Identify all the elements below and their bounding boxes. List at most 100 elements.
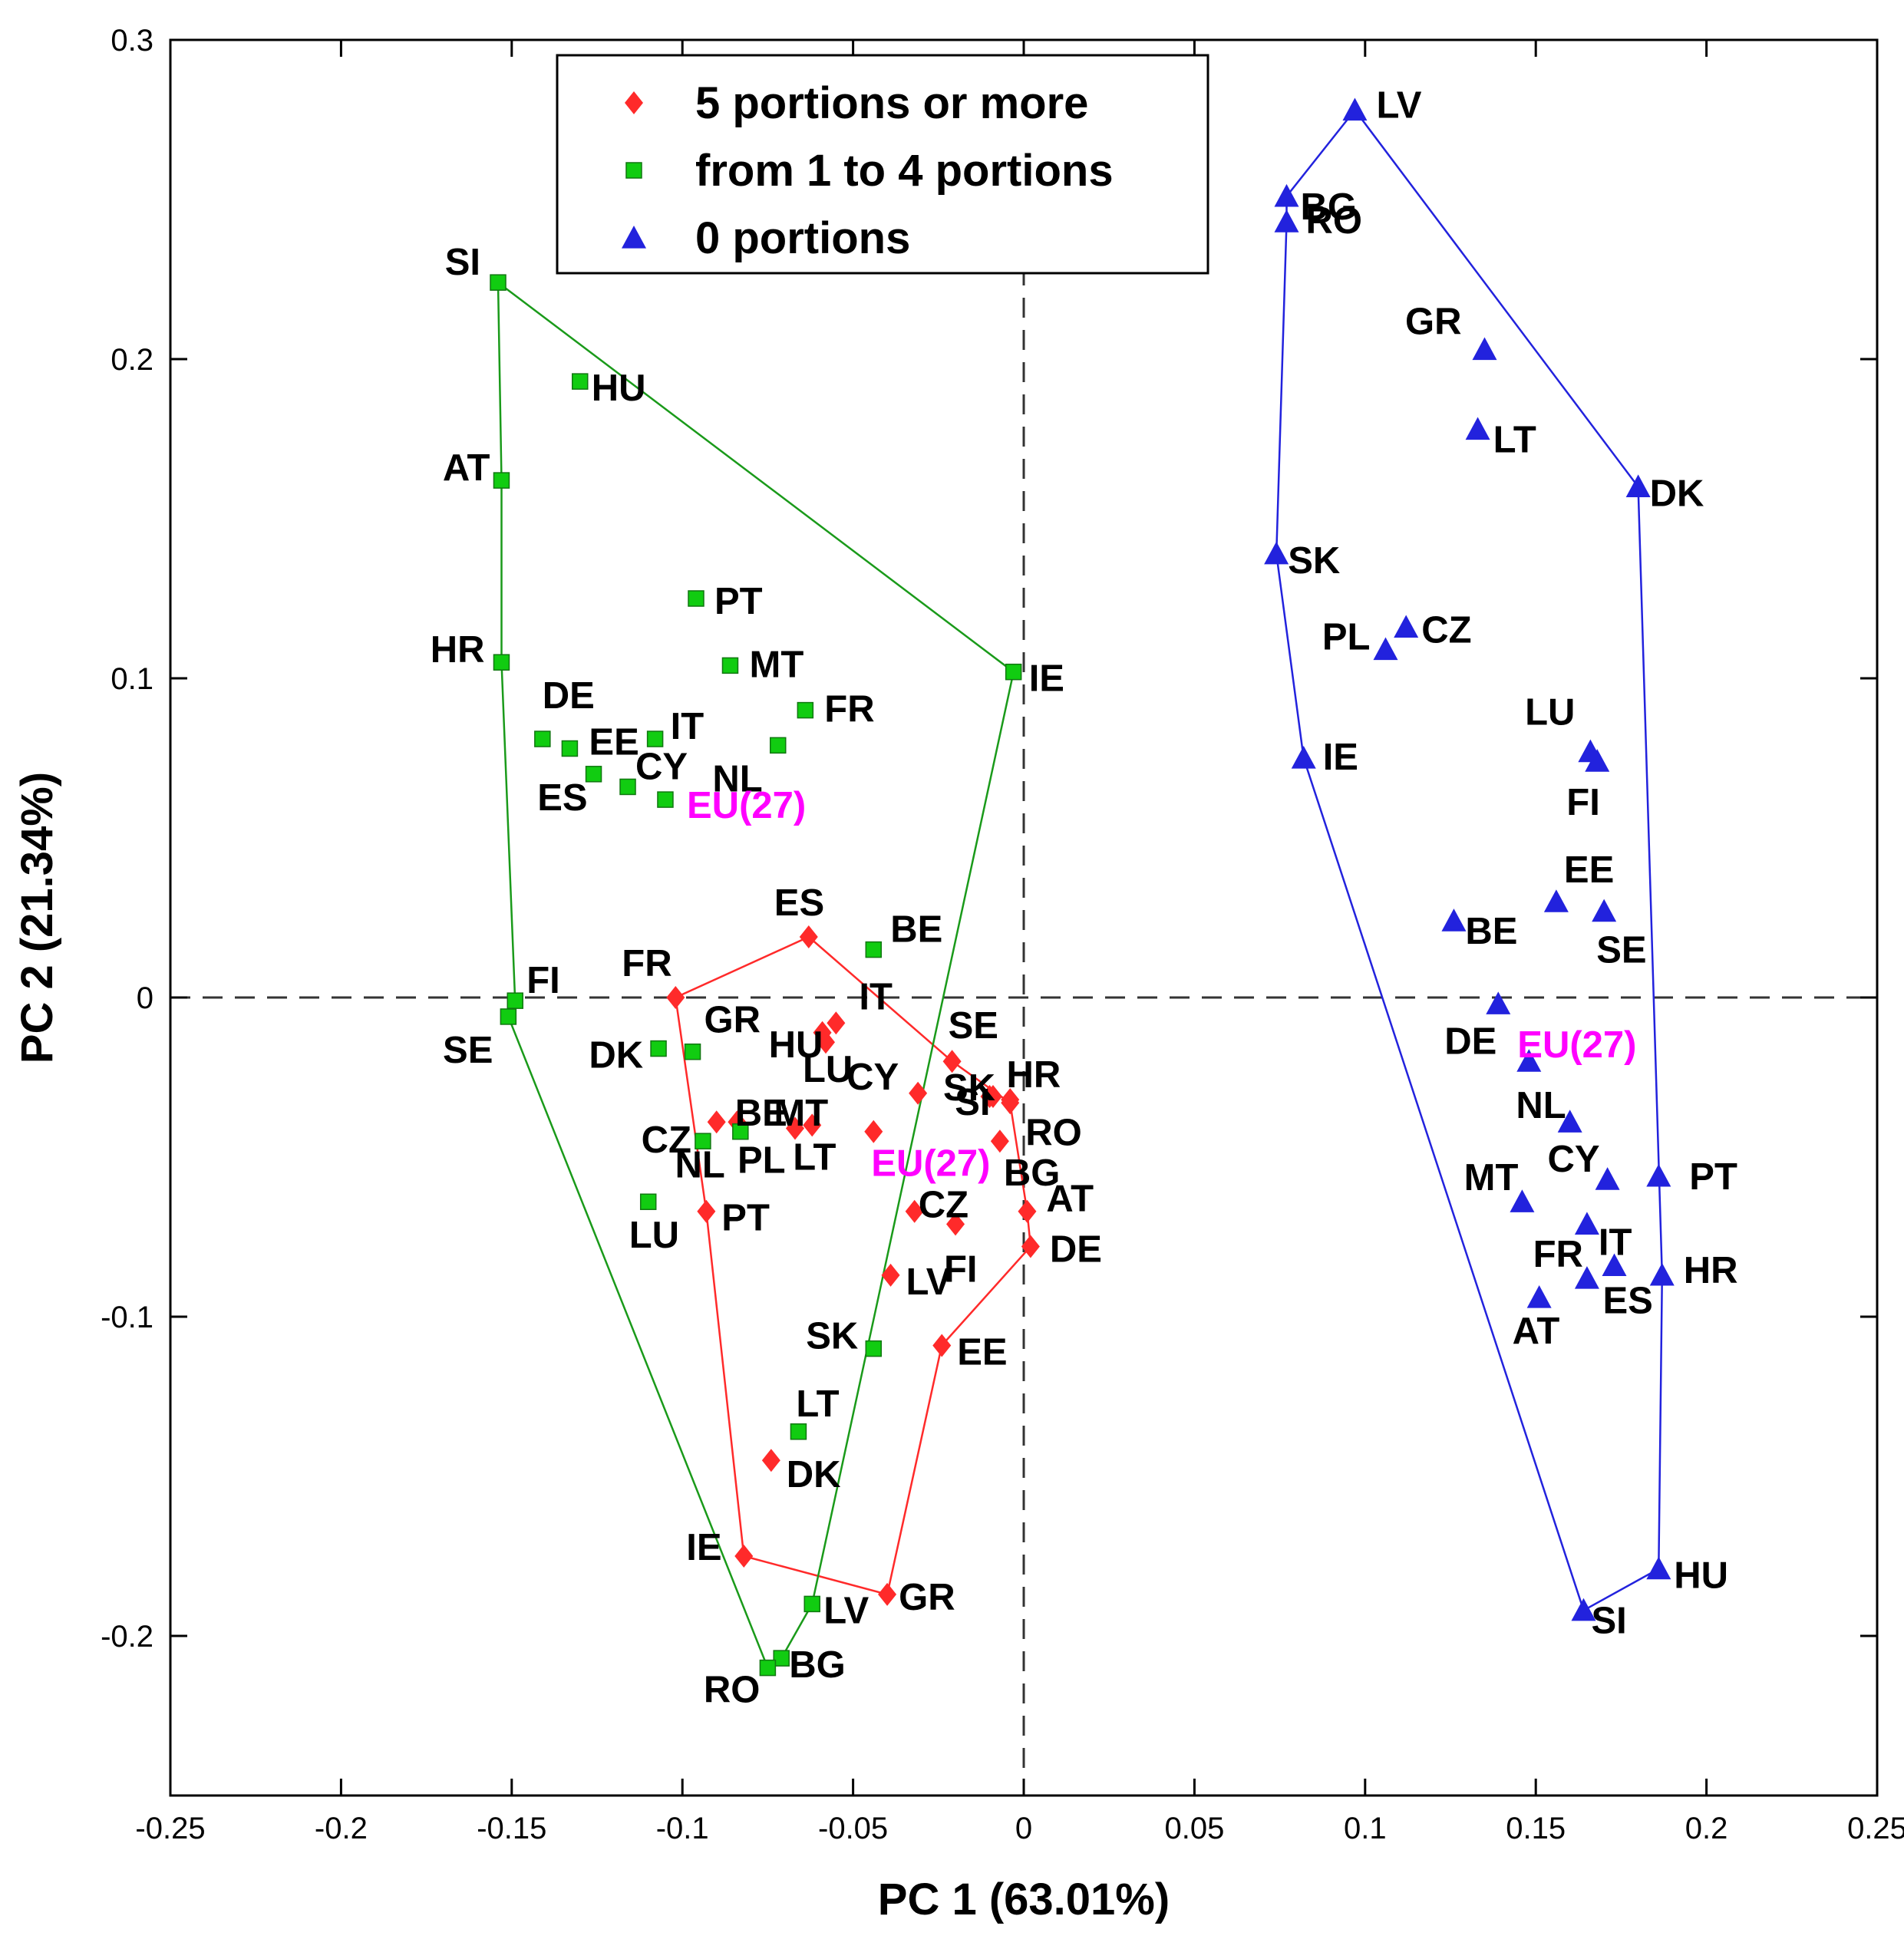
reference-lines	[170, 40, 1877, 1796]
point-from-1-to-4-portions-hu	[572, 373, 589, 390]
point-5-portions-or-more-be	[707, 1110, 726, 1134]
point-from-1-to-4-portions-hr	[493, 654, 510, 671]
point-0-portions-de	[1486, 991, 1511, 1014]
point-0-portions-gr	[1472, 337, 1497, 361]
point-0-portions-pl	[1373, 637, 1398, 661]
hull-0-portions	[1275, 108, 1664, 1612]
point-5-portions-or-more-pt	[697, 1199, 716, 1223]
point-from-1-to-4-portions-lt	[790, 1423, 807, 1440]
label-from-1-to-4-portions-sk: SK	[806, 1316, 858, 1357]
label-0-portions-pl: PL	[1322, 617, 1371, 658]
label-from-1-to-4-portions-gr: GR	[705, 1000, 761, 1041]
label-0-portions-at: AT	[1513, 1311, 1560, 1352]
label-5-portions-or-more-pl: PL	[738, 1140, 786, 1182]
point-from-1-to-4-portions-pt	[688, 590, 705, 607]
x-tick-label: -0.25	[135, 1812, 205, 1845]
y-axis-title: PC 2 (21.34%)	[12, 772, 62, 1063]
label-0-portions-gr: GR	[1405, 302, 1462, 343]
point-from-1-to-4-portions-lv	[804, 1595, 820, 1613]
x-tick-label: 0.1	[1344, 1812, 1387, 1845]
point-0-portions-fi	[1585, 749, 1610, 772]
label-0-portions-it: IT	[1599, 1222, 1632, 1263]
point-5-portions-or-more-cz	[905, 1199, 924, 1223]
label-0-portions-lu: LU	[1525, 692, 1575, 734]
point-from-1-to-4-portions-it	[646, 730, 664, 747]
point-5-portions-or-more-lu	[817, 1031, 836, 1054]
x-tick-label: -0.1	[656, 1812, 709, 1845]
x-tick-label: 0.05	[1164, 1812, 1224, 1845]
label-5-portions-or-more-lu: LU	[803, 1049, 853, 1090]
label-from-1-to-4-portions-mt: MT	[750, 644, 804, 685]
point-0-portions-bg	[1274, 183, 1299, 207]
point-0-portions-sk	[1264, 541, 1289, 565]
label-5-portions-or-more-cy: CY	[846, 1057, 899, 1098]
label-from-1-to-4-portions-cz: CZ	[642, 1120, 691, 1161]
point-from-1-to-4-portions-sk	[865, 1340, 883, 1357]
label-0-portions-bg: BG	[1301, 186, 1358, 228]
label-from-1-to-4-portions-si: SI	[445, 242, 480, 283]
label-5-portions-or-more-fi: FI	[944, 1248, 978, 1290]
label-5-portions-or-more-gr: GR	[899, 1577, 955, 1618]
label-from-1-to-4-portions-lu: LU	[629, 1215, 679, 1256]
label-5-portions-or-more-eu-27: EU(27)	[871, 1143, 990, 1185]
point-0-portions-ie	[1291, 746, 1316, 769]
point-5-portions-or-more-pl	[785, 1116, 804, 1140]
label-from-1-to-4-portions-ie: IE	[1029, 658, 1064, 700]
point-0-portions-hr	[1649, 1262, 1675, 1286]
label-from-1-to-4-portions-ee: EE	[589, 722, 639, 763]
label-0-portions-cy: CY	[1548, 1139, 1600, 1180]
point-from-1-to-4-portions-eu-27	[657, 791, 674, 808]
point-0-portions-hu	[1646, 1556, 1671, 1580]
point-from-1-to-4-portions-lu	[639, 1193, 657, 1210]
point-0-portions-fr	[1574, 1266, 1599, 1289]
point-5-portions-or-more-lv	[881, 1263, 900, 1287]
point-5-portions-or-more-sk	[983, 1084, 1002, 1108]
label-from-1-to-4-portions-dk: DK	[589, 1035, 643, 1077]
label-from-1-to-4-portions-hu: HU	[592, 368, 646, 409]
x-tick-label: 0.25	[1847, 1812, 1904, 1845]
label-from-1-to-4-portions-se: SE	[443, 1030, 493, 1071]
point-0-portions-pt	[1646, 1163, 1671, 1187]
point-5-portions-or-more-lt	[803, 1113, 822, 1137]
label-5-portions-or-more-sk: SK	[943, 1067, 995, 1109]
label-5-portions-or-more-cz: CZ	[919, 1185, 968, 1226]
point-from-1-to-4-portions-ee	[561, 740, 579, 757]
point-0-portions-eu-27	[1516, 1049, 1542, 1072]
point-from-1-to-4-portions-be	[865, 941, 883, 958]
label-0-portions-de: DE	[1444, 1021, 1496, 1062]
label-from-1-to-4-portions-be: BE	[890, 909, 942, 951]
point-0-portions-cy	[1595, 1167, 1620, 1190]
point-from-1-to-4-portions-cz	[695, 1133, 711, 1149]
point-0-portions-at	[1526, 1285, 1552, 1308]
point-5-portions-or-more-es	[799, 925, 818, 948]
point-0-portions-es	[1602, 1253, 1627, 1277]
label-0-portions-ie: IE	[1323, 737, 1358, 778]
data-points	[490, 97, 1675, 1677]
label-0-portions-ee: EE	[1564, 849, 1614, 891]
label-from-1-to-4-portions-fr: FR	[824, 689, 874, 730]
point-from-1-to-4-portions-ie	[1005, 663, 1022, 681]
label-0-portions-sk: SK	[1288, 540, 1340, 582]
point-5-portions-or-more-ee	[932, 1334, 952, 1357]
legend: 5 portions or more from 1 to 4 portions 0 …	[556, 54, 1209, 275]
point-5-portions-or-more-eu-27	[864, 1120, 883, 1143]
legend-label-from-1-to-4-portions: from 1 to 4 portions	[695, 146, 1114, 196]
label-5-portions-or-more-at: AT	[1046, 1179, 1094, 1220]
label-0-portions-dk: DK	[1650, 473, 1704, 514]
point-5-portions-or-more-at	[1018, 1199, 1037, 1223]
point-from-1-to-4-portions-nl	[769, 737, 787, 754]
point-0-portions-lv	[1342, 97, 1368, 121]
label-0-portions-be: BE	[1465, 911, 1517, 952]
label-from-1-to-4-portions-pt: PT	[714, 581, 763, 622]
point-from-1-to-4-portions-de	[534, 730, 551, 747]
point-from-1-to-4-portions-fi	[507, 992, 523, 1009]
y-tick-label: -0.1	[101, 1301, 153, 1334]
point-5-portions-or-more-ro	[1001, 1091, 1020, 1115]
point-0-portions-dk	[1625, 474, 1651, 497]
label-5-portions-or-more-hu: HU	[769, 1024, 823, 1066]
point-5-portions-or-more-se	[942, 1050, 962, 1073]
label-from-1-to-4-portions-lt: LT	[796, 1383, 839, 1425]
label-from-1-to-4-portions-hr: HR	[431, 629, 485, 671]
label-from-1-to-4-portions-nl: NL	[712, 758, 762, 800]
point-5-portions-or-more-gr	[878, 1582, 897, 1606]
